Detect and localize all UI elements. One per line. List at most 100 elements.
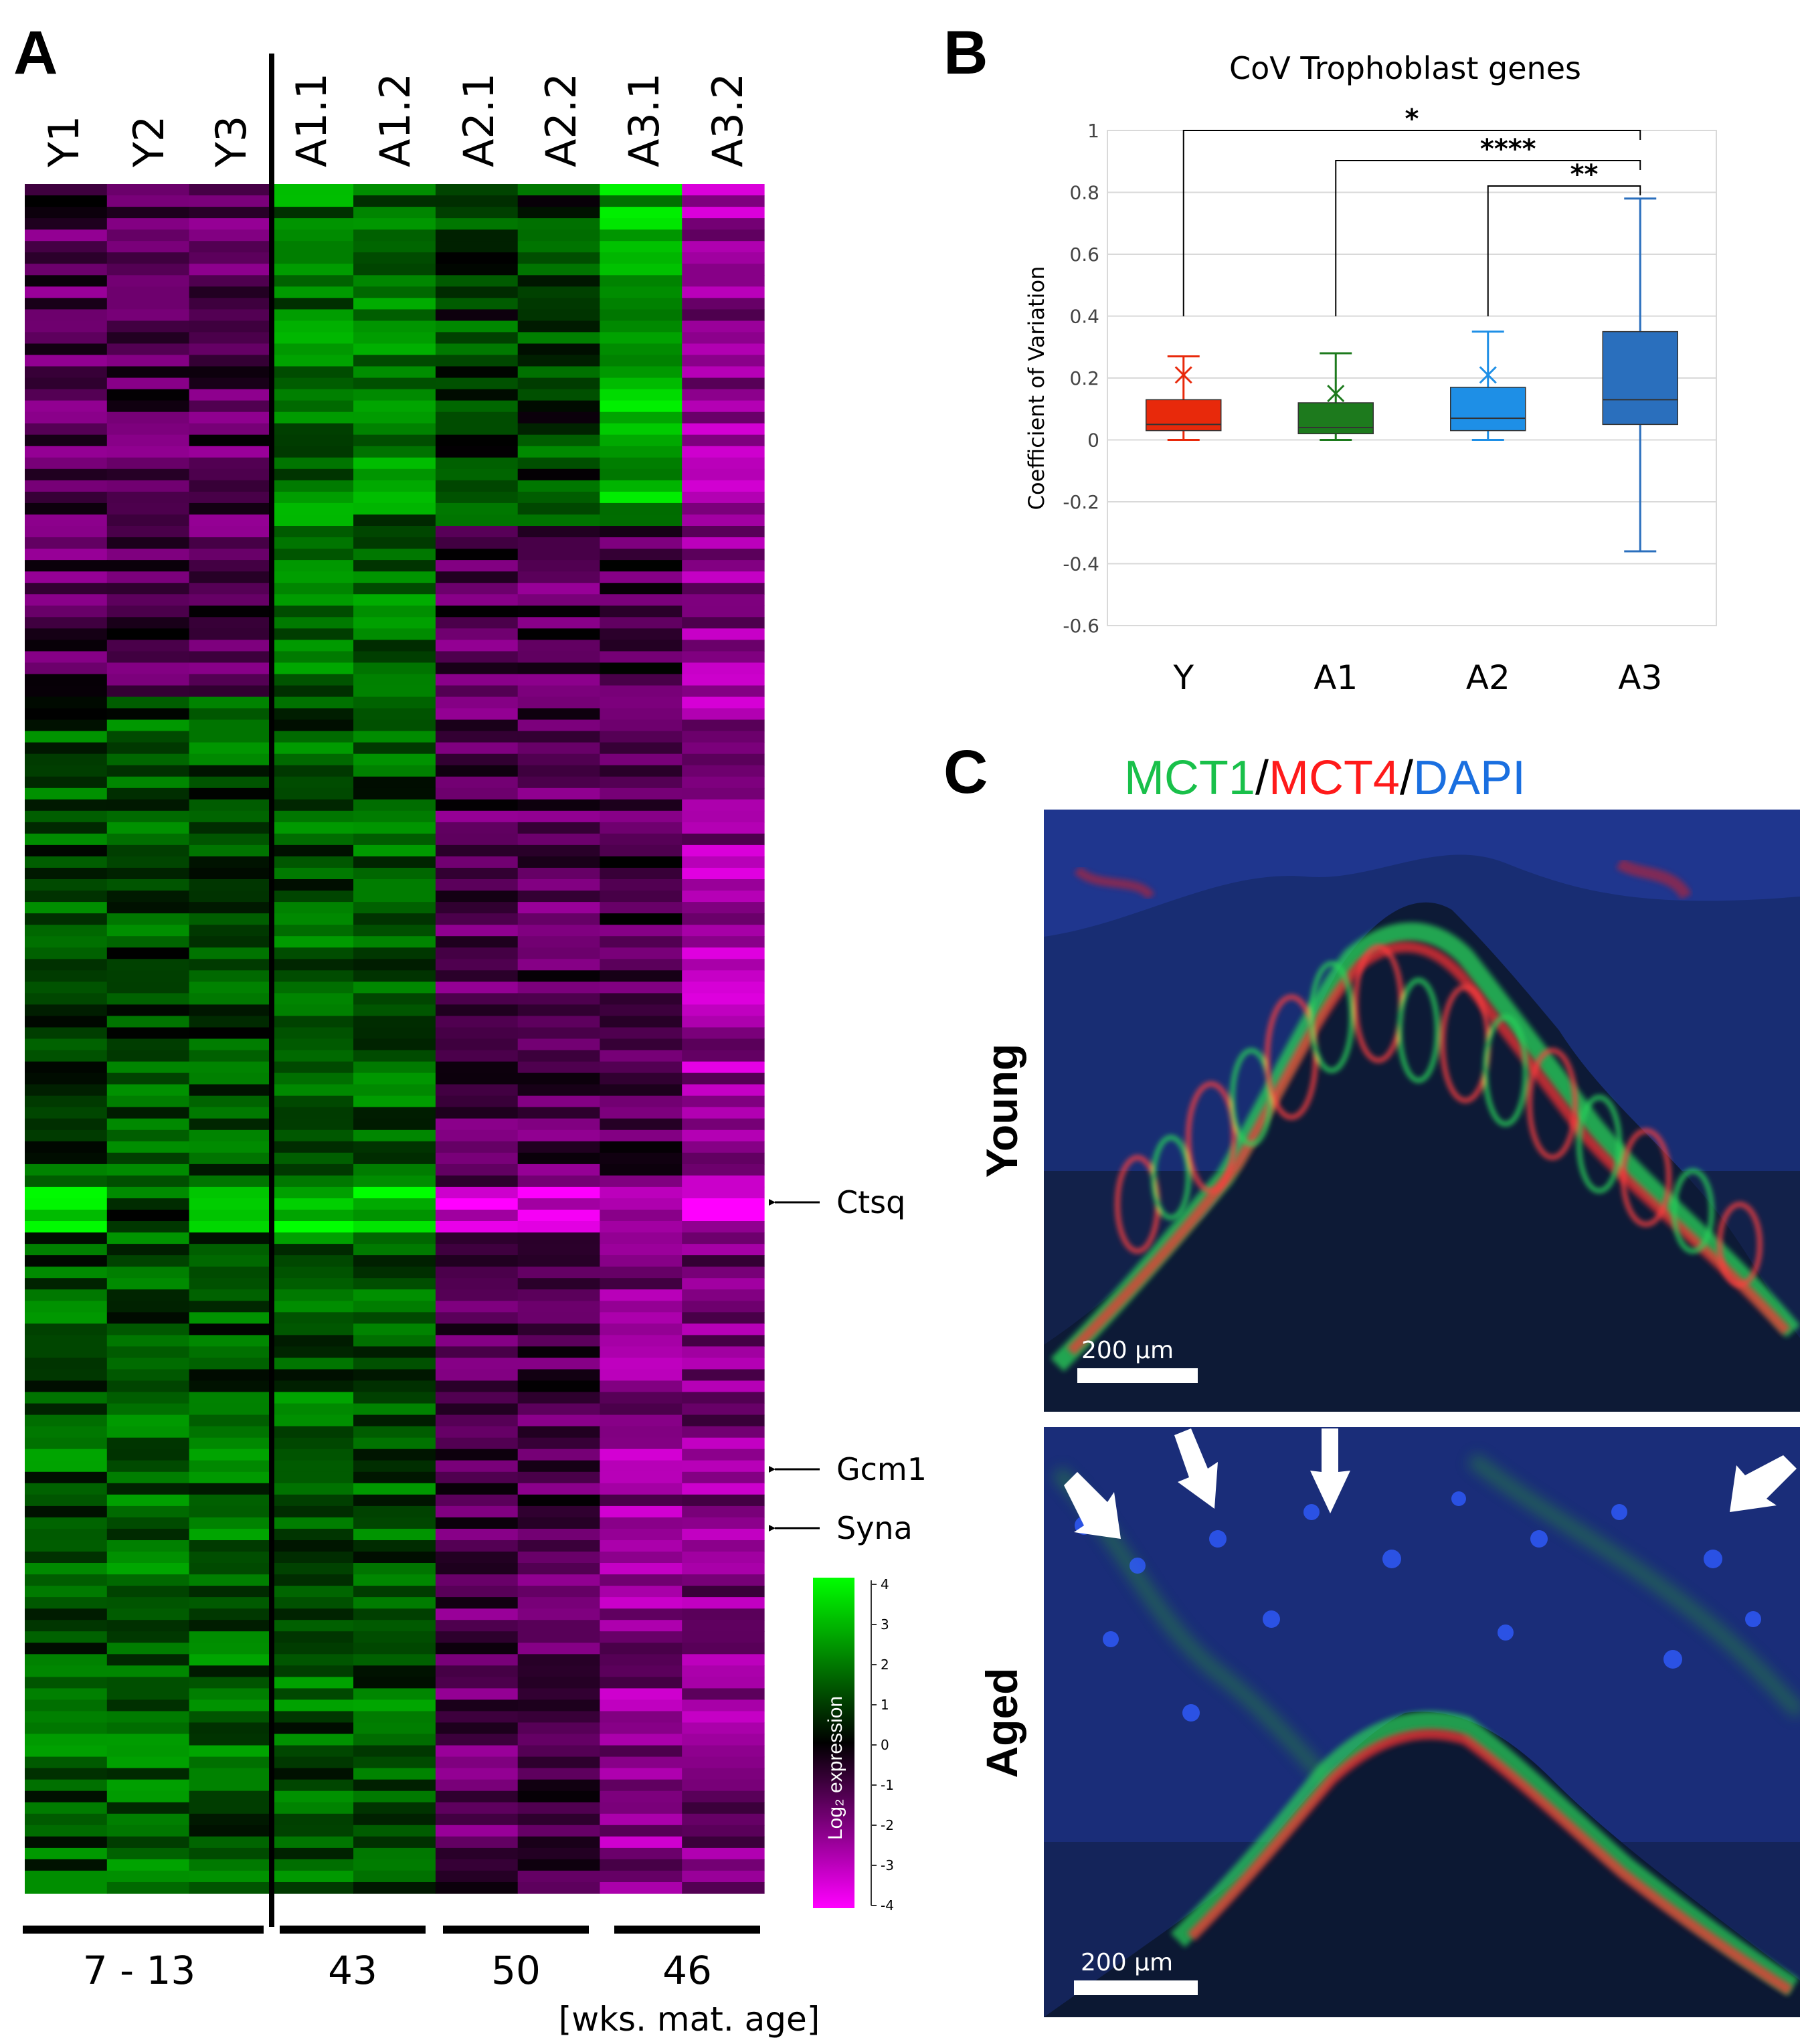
heatmap-cell [682,411,765,424]
heatmap-cell [600,1141,683,1153]
heatmap-cell [271,434,354,447]
heatmap-cell [353,1414,436,1427]
heatmap-cell [435,526,519,538]
heatmap-cell [353,913,436,925]
heatmap-cell [682,1118,765,1131]
heatmap-cell [25,1608,108,1620]
heatmap-cell [517,1358,601,1370]
heatmap-cell [189,1494,272,1507]
heatmap-cell [106,1677,190,1689]
heatmap-cell [353,1505,436,1518]
heatmap-cell [25,446,108,458]
heatmap-cell [271,1722,354,1735]
heatmap-cell [600,320,683,333]
heatmap-cell [353,1540,436,1552]
heatmap-cell [435,400,519,413]
heatmap-cell [106,1129,190,1142]
heatmap-cell [271,1608,354,1620]
heatmap-cell [189,286,272,298]
heatmap-cell [517,1301,601,1313]
heatmap-cell [517,662,601,674]
scale-bar-young-label: 200 µm [1081,1337,1174,1364]
heatmap-cell [271,1152,354,1165]
heatmap-cell [517,856,601,868]
heatmap-cell [106,982,190,994]
chart-y-tick-label: 0.2 [1069,367,1099,389]
heatmap-cell [271,925,354,937]
heatmap-cell [25,1016,108,1028]
heatmap-cell [189,343,272,356]
heatmap-cell [600,366,683,379]
heatmap-cell [600,1574,683,1586]
heatmap-cell [435,1312,519,1324]
heatmap-cell [106,606,190,618]
heatmap-cell [106,1825,190,1837]
heatmap-cell [189,628,272,640]
heatmap-cell [353,1346,436,1358]
heatmap-cell [25,1369,108,1382]
heatmap-cell [435,902,519,914]
heatmap-cell [600,1198,683,1210]
colorbar-tick-label: -4 [881,1897,894,1914]
heatmap-cell [106,1050,190,1062]
heatmap-cell [600,617,683,629]
heatmap-cell [517,1267,601,1279]
heatmap-cell [25,457,108,470]
heatmap-cell [25,252,108,264]
heatmap-cell [517,833,601,846]
heatmap-cell [600,446,683,458]
heatmap-cell [517,1107,601,1119]
heatmap-cell [25,549,108,561]
heatmap-cell [106,332,190,344]
heatmap-cell [353,628,436,640]
heatmap-cell [25,1643,108,1655]
heatmap-cell [435,195,519,207]
heatmap-cell [106,1768,190,1780]
chart-x-category: A3 [1618,658,1662,697]
heatmap-cell [435,913,519,925]
heatmap-cell [435,343,519,356]
heatmap-cell [189,1847,272,1860]
heatmap-cell [435,377,519,390]
heatmap-cell [682,549,765,561]
heatmap-cell [189,1745,272,1758]
heatmap-cell [600,787,683,800]
heatmap-cell [517,765,601,777]
heatmap-cell [600,195,683,207]
heatmap-cell [189,833,272,846]
heatmap-cell [189,1734,272,1746]
heatmap-cell [25,1380,108,1393]
heatmap-cell [435,1528,519,1541]
heatmap-cell [106,1802,190,1815]
heatmap-cell [353,1141,436,1153]
heatmap-cell [271,731,354,743]
heatmap-cell [353,1118,436,1131]
heatmap-cell [600,1825,683,1837]
heatmap-cell [271,1426,354,1438]
micrograph-young-mct4-band [1067,941,1791,1356]
heatmap-cell [189,799,272,812]
heatmap-cell [25,377,108,390]
heatmap-cell [435,594,519,606]
heatmap-cell [189,708,272,721]
heatmap-cell [25,947,108,959]
heatmap-column-label: Y3 [207,116,256,168]
heatmap-cell [25,970,108,982]
heatmap-cell [189,468,272,481]
heatmap-cell [189,856,272,868]
heatmap-cell [435,993,519,1005]
heatmap-cell [353,1711,436,1724]
heatmap-cell [353,1335,436,1347]
heatmap-cell [682,651,765,663]
heatmap-cell [189,1608,272,1620]
chart-x-category: A1 [1314,658,1358,697]
heatmap-cell [25,1722,108,1735]
heatmap-cell [353,1471,436,1484]
significance-label: **** [1480,134,1536,165]
heatmap-cell [517,1016,601,1028]
heatmap-cell [25,606,108,618]
heatmap-cell [189,229,272,242]
heatmap-cell [600,1369,683,1382]
heatmap-cell [682,765,765,777]
colorbar-tick-label: 2 [881,1657,889,1673]
